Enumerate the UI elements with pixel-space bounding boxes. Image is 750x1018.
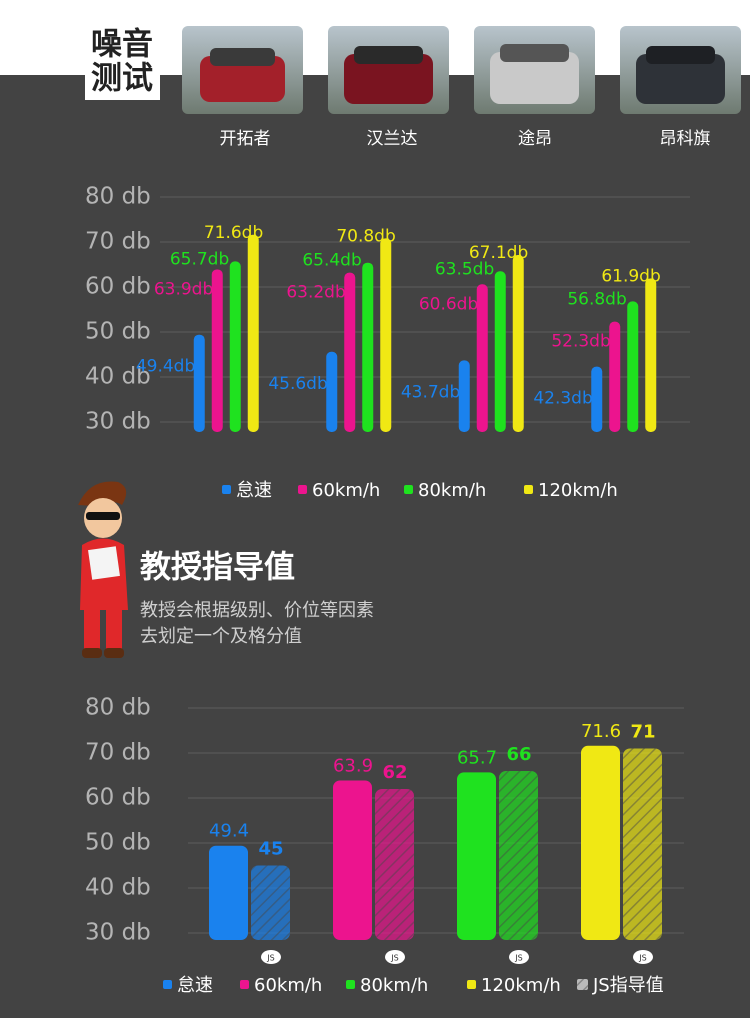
y-tick-label: 70 db — [85, 229, 151, 255]
guide-bar-hatch — [375, 789, 414, 940]
value-label: 43.7db — [401, 382, 460, 402]
value-label: 49.4db — [136, 357, 195, 377]
legend-swatch — [163, 980, 172, 989]
value-label: 49.4 — [209, 821, 249, 842]
y-tick-label: 60 db — [85, 274, 151, 300]
bar — [209, 845, 248, 940]
bar — [229, 261, 241, 432]
guide-bar-hatch — [499, 771, 538, 940]
badge-label: JS — [390, 954, 398, 963]
legend-swatch-hatch — [577, 979, 588, 990]
guide-bar-hatch — [251, 865, 290, 940]
value-label: 63.2db — [286, 283, 345, 303]
y-tick-label: 40 db — [85, 364, 151, 390]
value-label: 61.9db — [601, 266, 660, 286]
guide-value-label: 66 — [506, 744, 531, 765]
bar — [476, 284, 488, 432]
legend-label: 60km/h — [312, 480, 380, 501]
legend-label: 怠速 — [177, 975, 213, 996]
bar — [247, 234, 259, 432]
legend-swatch — [240, 980, 249, 989]
bar — [512, 255, 524, 432]
badge-label: JS — [266, 954, 274, 963]
car-name: 开拓者 — [220, 129, 271, 149]
value-label: 42.3db — [533, 389, 592, 409]
badge-label: JS — [638, 954, 646, 963]
legend-swatch — [404, 485, 413, 494]
value-label: 70.8db — [336, 226, 395, 246]
bar — [333, 780, 372, 940]
value-label: 71.6db — [204, 223, 263, 243]
y-tick-label: 50 db — [85, 830, 151, 856]
y-tick-label: 50 db — [85, 319, 151, 345]
bar — [380, 238, 392, 432]
header-title: 噪音 — [91, 27, 153, 63]
bar — [211, 269, 223, 432]
y-tick-label: 60 db — [85, 785, 151, 811]
car-name: 昂科旗 — [660, 129, 711, 149]
guide-value-label: 45 — [258, 839, 283, 860]
y-tick-label: 80 db — [85, 184, 151, 210]
bar — [591, 366, 603, 432]
y-tick-label: 30 db — [85, 920, 151, 946]
car-name: 汉兰达 — [367, 129, 418, 149]
value-label: 60.6db — [419, 294, 478, 314]
badge — [633, 950, 653, 964]
car-photos — [182, 26, 741, 114]
legend-swatch — [524, 485, 533, 494]
value-label: 65.7 — [457, 747, 497, 768]
badge — [385, 950, 405, 964]
badge — [509, 950, 529, 964]
bar — [609, 321, 621, 432]
guide-value-label: 62 — [382, 762, 407, 783]
legend-label: 怠速 — [236, 480, 272, 501]
bar — [193, 334, 205, 432]
bar — [627, 301, 639, 432]
legend-swatch — [346, 980, 355, 989]
badge — [261, 950, 281, 964]
guide-bar-hatch — [623, 748, 662, 940]
bar — [458, 360, 470, 432]
section-title: 教授指导值 — [140, 550, 295, 586]
value-label: 52.3db — [551, 332, 610, 352]
y-tick-label: 40 db — [85, 875, 151, 901]
car-name: 途昂 — [518, 129, 552, 149]
bar — [362, 262, 374, 432]
value-label: 71.6 — [581, 721, 621, 742]
bar — [326, 351, 338, 432]
professor-illustration — [78, 481, 128, 658]
value-label: 63.9db — [154, 279, 213, 299]
legend-label: 80km/h — [418, 480, 486, 501]
value-label: 63.5db — [435, 259, 494, 279]
value-label: 45.6db — [268, 374, 327, 394]
bar — [494, 271, 506, 432]
bar — [581, 745, 620, 940]
guide-value-label: 71 — [630, 722, 655, 743]
y-tick-label: 80 db — [85, 695, 151, 721]
bar — [457, 772, 496, 940]
y-tick-label: 30 db — [85, 409, 151, 435]
legend-swatch — [222, 485, 231, 494]
legend-label: 60km/h — [254, 975, 322, 996]
legend-swatch — [298, 485, 307, 494]
legend-label: JS指导值 — [592, 975, 664, 996]
value-label: 65.4db — [302, 251, 361, 271]
value-label: 63.9 — [333, 755, 373, 776]
legend-label: 120km/h — [538, 480, 618, 501]
header-title: 测试 — [91, 61, 153, 97]
legend-swatch — [467, 980, 476, 989]
value-label: 56.8db — [567, 289, 626, 309]
legend-label: 80km/h — [360, 975, 428, 996]
y-tick-label: 70 db — [85, 740, 151, 766]
bar — [645, 278, 657, 432]
legend-label: 120km/h — [481, 975, 561, 996]
value-label: 67.1db — [469, 243, 528, 263]
title-box — [85, 26, 160, 100]
badge-label: JS — [514, 954, 522, 963]
section-description: 去划定一个及格分值 — [140, 626, 302, 647]
section-description: 教授会根据级别、价位等因素 — [140, 600, 374, 621]
value-label: 65.7db — [170, 249, 229, 269]
bar — [344, 272, 356, 432]
